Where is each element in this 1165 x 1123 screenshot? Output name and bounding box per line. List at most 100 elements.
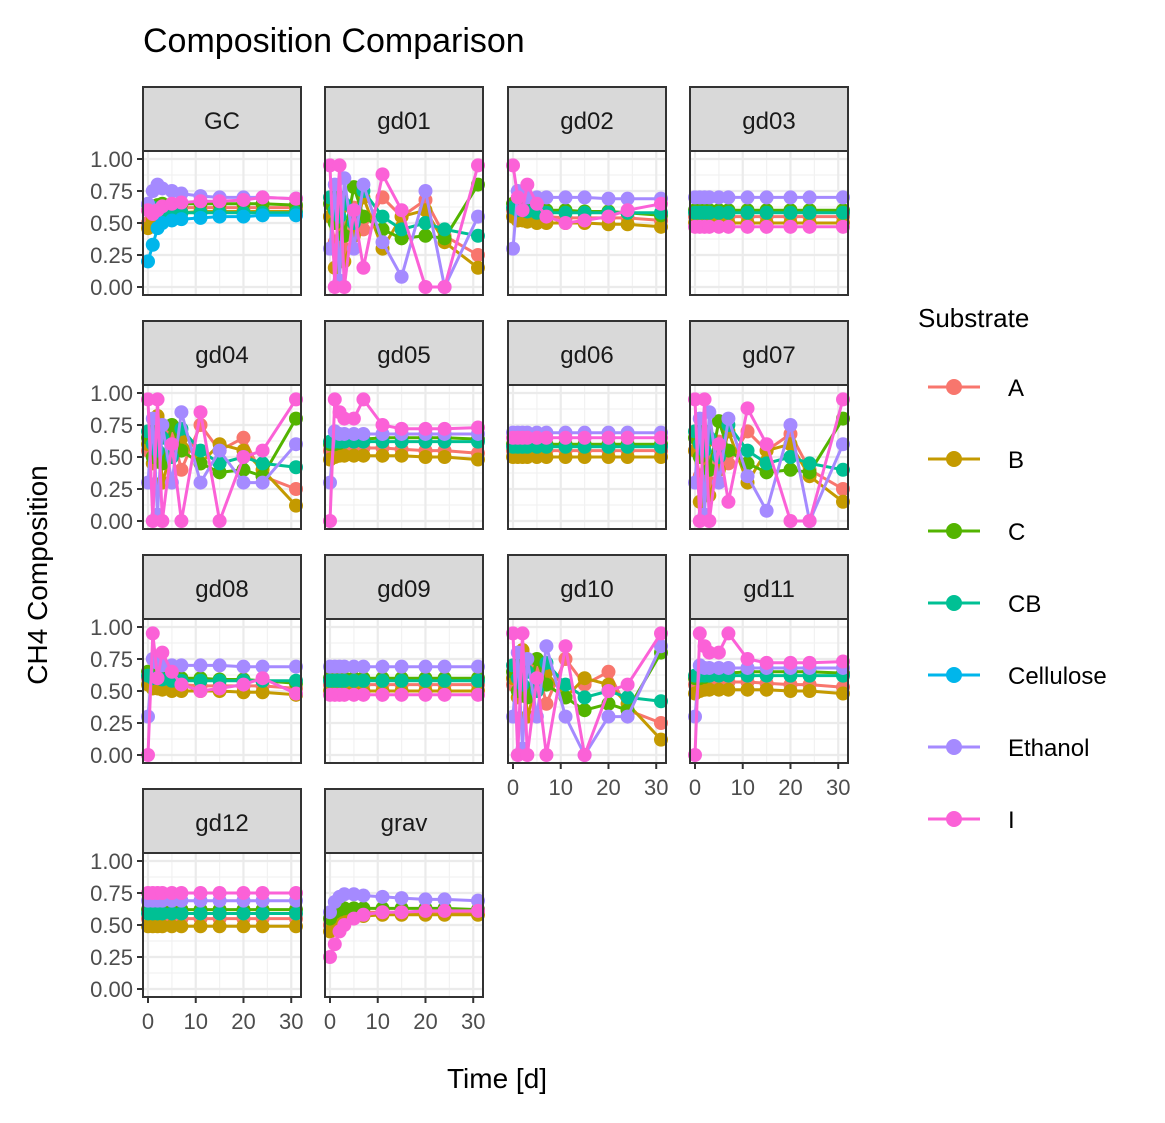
data-point [803,684,817,698]
data-point [356,908,370,922]
facet-panel-gd04: gd040.000.250.500.751.00 [90,321,303,534]
data-point [803,220,817,234]
data-point [803,656,817,670]
data-point [438,660,452,674]
y-tick-label: 0.75 [90,881,133,906]
data-point [578,690,592,704]
data-point [376,674,390,688]
data-point [256,190,270,204]
data-point [236,476,250,490]
data-point [376,905,390,919]
data-point [741,401,755,415]
data-point [356,674,370,688]
data-point [438,280,452,294]
data-point [376,235,390,249]
data-point [760,504,774,518]
data-point [174,514,188,528]
data-point [578,671,592,685]
data-point [395,905,409,919]
data-point [213,906,227,920]
data-point [578,431,592,445]
data-point [783,684,797,698]
data-point [783,463,797,477]
y-tick-label: 0.25 [90,243,133,268]
data-point [395,891,409,905]
data-point [236,906,250,920]
facet-strip-label: gd10 [560,576,613,603]
x-tick-label: 10 [730,775,754,800]
x-tick-label: 10 [548,775,572,800]
x-tick-label: 0 [689,775,701,800]
facet-panel-gd06: gd06 [506,321,668,529]
data-point [165,665,179,679]
legend-label: A [1008,375,1024,402]
data-point [174,405,188,419]
facet-panel-gd07: gd07 [688,321,850,529]
facet-strip-label: gd06 [560,342,613,369]
data-point [438,450,452,464]
data-point [333,158,347,172]
facet-strip-label: gd01 [377,108,430,135]
data-point [155,514,169,528]
data-point [236,886,250,900]
data-point [438,674,452,688]
data-point [376,418,390,432]
data-point [236,450,250,464]
facet-panel-gd12: gd120.000.250.500.751.000 10 20 30 [90,789,303,1034]
facet-panel-gd03: gd03 [688,87,850,295]
data-point [559,216,573,230]
legend-entry-I: I [928,807,1015,834]
legend-entry-CB: CB [928,591,1041,618]
data-point [356,178,370,192]
data-point [174,906,188,920]
data-point [376,449,390,463]
data-point [511,190,525,204]
data-point [376,660,390,674]
data-point [256,208,270,222]
data-point [438,904,452,918]
data-point [347,412,361,426]
data-point [418,229,432,243]
data-point [721,412,735,426]
data-point [418,422,432,436]
data-point [693,626,707,640]
data-point [621,678,635,692]
data-point [621,710,635,724]
data-point [760,220,774,234]
x-tick-label: 30 [644,775,668,800]
data-point [146,238,160,252]
x-tick-label: 0 [324,1009,336,1034]
data-point [155,646,169,660]
data-point [539,431,553,445]
data-point [356,688,370,702]
y-tick-label: 0.75 [90,647,133,672]
facet-strip-label: GC [204,108,240,135]
legend-key-point [946,595,962,611]
data-point [356,392,370,406]
data-point [236,193,250,207]
legend-entry-A: A [928,375,1024,402]
data-point [559,710,573,724]
data-point [236,431,250,445]
data-point [712,646,726,660]
data-point [601,684,615,698]
x-tick-label: 10 [365,1009,389,1034]
y-tick-label: 0.25 [90,945,133,970]
data-point [578,190,592,204]
legend-key-point [946,451,962,467]
x-tick-label: 10 [183,1009,207,1034]
data-point [601,192,615,206]
data-point [601,665,615,679]
data-point [601,431,615,445]
y-tick-label: 0.00 [90,275,133,300]
data-point [174,886,188,900]
facet-strip-label: gd09 [377,576,430,603]
data-point [151,671,165,685]
y-tick-label: 1.00 [90,615,133,640]
facet-strip-label: gd11 [743,576,795,603]
data-point [213,919,227,933]
facet-panel-gd10: gd100 10 20 30 [506,555,668,800]
data-point [194,476,208,490]
data-point [236,678,250,692]
